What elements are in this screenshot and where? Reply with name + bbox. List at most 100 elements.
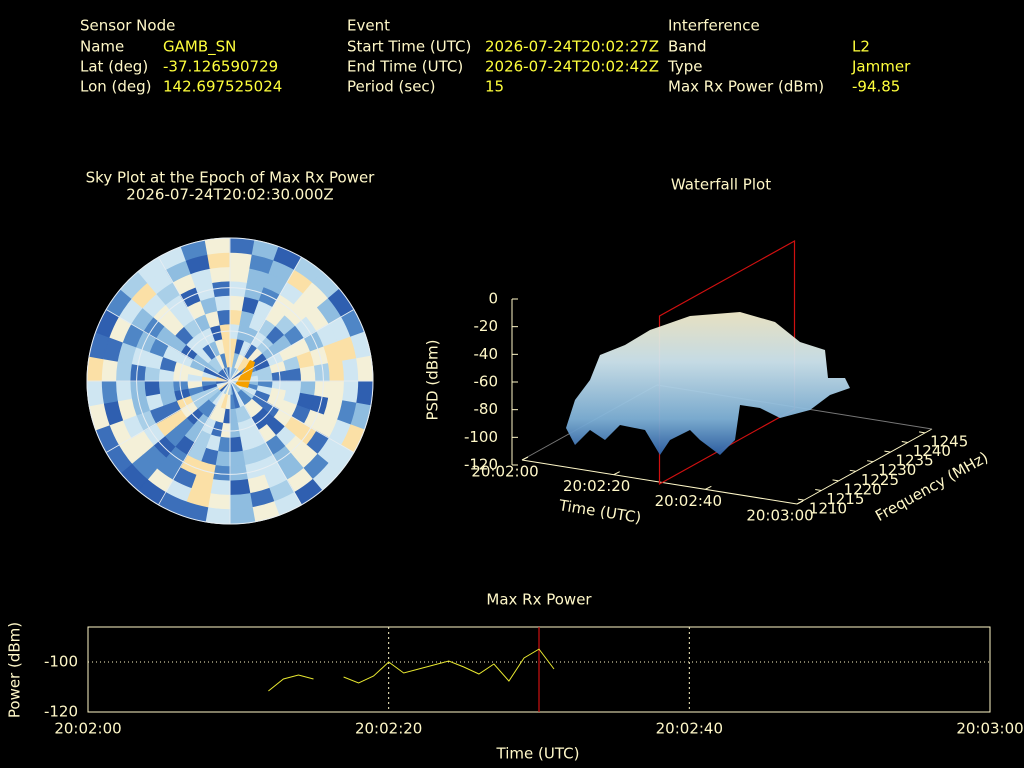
sky-cell: [229, 436, 243, 454]
sky-cell: [356, 380, 374, 407]
section-title: Sensor Node: [80, 17, 175, 35]
field-value: -94.85: [852, 78, 900, 96]
x-tick-label: 20:02:20: [355, 720, 422, 738]
section-title: Event: [347, 17, 390, 35]
sky-cell: [214, 294, 231, 312]
sky-cell: [229, 507, 256, 525]
y-tick-label: -120: [44, 703, 78, 721]
y-tick: [918, 431, 926, 434]
field-value: Jammer: [851, 58, 911, 76]
z-axis-label: PSD (dBm): [424, 339, 442, 420]
sky-cell: [207, 493, 231, 511]
sky-cell: [86, 355, 104, 382]
z-tick-label: -40: [474, 345, 499, 363]
y-tick: [832, 479, 839, 482]
sky-cell: [229, 493, 253, 511]
sky-cell: [115, 380, 132, 402]
sky-cell: [217, 308, 231, 326]
sky-cell: [285, 368, 303, 382]
sky-cells: [86, 237, 374, 525]
field-value: 15: [485, 78, 504, 96]
x-tick-label: 20:03:00: [746, 507, 813, 525]
y-tick: [849, 469, 856, 472]
sky-cell: [328, 380, 345, 402]
field-label: Band: [668, 38, 707, 56]
y-axis: [796, 428, 933, 505]
field-value: L2: [852, 38, 870, 56]
sky-cell: [143, 380, 161, 397]
sky-cell: [342, 380, 360, 404]
sky-spoke: [158, 256, 231, 382]
field-label: Lon (deg): [80, 78, 152, 96]
y-tick-label: 1235: [895, 452, 933, 470]
power-line: [268, 648, 555, 692]
field-value: 2026-07-24T20:02:27Z: [485, 38, 659, 56]
sky-cell: [204, 237, 231, 255]
x-tick-label: 20:02:00: [54, 720, 121, 738]
y-tick-label: 1245: [930, 432, 968, 450]
z-tick-label: -80: [474, 400, 499, 418]
x-tick-label: 20:02:40: [655, 492, 722, 510]
sky-cell: [229, 450, 246, 468]
field-label: Lat (deg): [80, 58, 148, 76]
field-label: Period (sec): [347, 78, 436, 96]
y-tick-label: 1215: [826, 490, 864, 508]
x-tick-label: 20:02:40: [656, 720, 723, 738]
x-tick: [796, 500, 804, 505]
x-tick-label: 20:02:00: [471, 463, 538, 481]
sky-spoke: [229, 380, 355, 453]
sky-cell: [356, 355, 374, 382]
sky-spoke: [158, 380, 231, 506]
z-tick-label: -100: [464, 428, 498, 446]
y-tick: [815, 489, 822, 492]
sky-cell: [207, 251, 231, 269]
x-tick: [613, 471, 620, 476]
sky-cell: [229, 266, 251, 283]
x-axis-label: Time (UTC): [557, 496, 643, 527]
y-tick-label: 1225: [861, 471, 899, 489]
section-title: Interference: [668, 17, 760, 35]
sky-cell: [209, 479, 231, 496]
field-label: Start Time (UTC): [347, 38, 471, 56]
field-value: -37.126590729: [163, 58, 278, 76]
sky-spoke: [105, 380, 231, 453]
y-tick-label: -100: [44, 653, 78, 671]
y-tick: [797, 498, 805, 501]
sky-cell: [157, 380, 175, 394]
sky-cell: [328, 360, 345, 382]
x-axis-label: Time (UTC): [496, 745, 580, 763]
z-tick-label: 0: [488, 290, 498, 308]
field-value: GAMB_SN: [163, 38, 236, 57]
chart-title: Max Rx Power: [486, 591, 592, 609]
waterfall-surface: [566, 312, 850, 455]
z-tick-label: -120: [464, 456, 498, 474]
sky-spoke: [229, 309, 355, 382]
sky-cell: [299, 365, 317, 382]
chart-subtitle: 2026-07-24T20:02:30.000Z: [126, 186, 333, 204]
sky-cell: [209, 266, 231, 283]
sky-spoke: [229, 380, 302, 506]
sky-cell: [229, 251, 253, 269]
sky-spoke: [229, 256, 302, 382]
y-tick: [901, 440, 908, 443]
field-value: 2026-07-24T20:02:42Z: [485, 58, 659, 76]
field-value: 142.697525024: [163, 78, 282, 96]
x-tick: [705, 485, 712, 490]
sky-cell: [100, 358, 118, 382]
y-tick-label: 1210: [809, 500, 847, 518]
field-label: Name: [80, 38, 124, 56]
sky-spoke: [105, 309, 231, 382]
chart-title: Waterfall Plot: [671, 176, 771, 194]
y-tick: [867, 460, 874, 463]
y-tick: [884, 450, 891, 453]
sky-cell: [229, 479, 251, 496]
y-tick-label: 1230: [878, 461, 916, 479]
chart-title: Sky Plot at the Epoch of Max Rx Power: [86, 169, 376, 187]
field-label: Max Rx Power (dBm): [668, 78, 824, 96]
sky-cell: [86, 380, 104, 407]
field-label: Type: [667, 58, 702, 76]
z-tick-label: -60: [474, 373, 499, 391]
sky-cell: [229, 237, 256, 255]
sky-cell: [342, 358, 360, 382]
